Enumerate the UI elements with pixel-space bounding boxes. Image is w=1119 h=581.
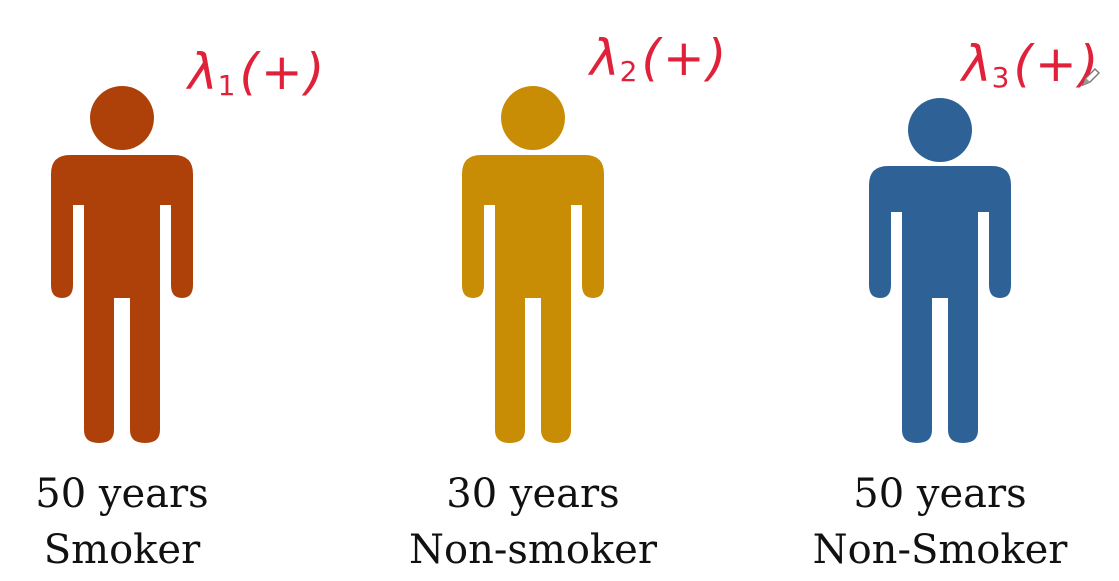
lambda-index: 2	[619, 55, 640, 88]
status-label: Non-Smoker	[812, 527, 1068, 573]
lambda-argument: (+)	[239, 43, 327, 101]
pen-icon	[1081, 68, 1100, 87]
person-nonsmoker-30: 30 years Non-smoker	[363, 0, 703, 581]
status-label: Non-smoker	[409, 527, 657, 573]
person-figure-icon	[51, 86, 193, 443]
person-figure-icon	[462, 86, 604, 443]
lambda-symbol: λ	[188, 43, 220, 101]
lambda-index: 3	[991, 61, 1012, 94]
age-label: 50 years	[853, 471, 1027, 517]
age-label: 50 years	[35, 471, 209, 517]
person-smoker-50: 50 years Smoker	[0, 0, 292, 581]
person-nonsmoker-50: 50 years Non-Smoker	[770, 0, 1110, 581]
hazard-rate-annotation-1: λ1(+)	[188, 42, 326, 116]
person-figure-icon	[869, 98, 1011, 443]
age-label: 30 years	[446, 471, 620, 517]
lambda-symbol: λ	[962, 35, 994, 93]
lambda-index: 1	[217, 69, 238, 102]
person-caption: 50 years Non-Smoker	[770, 466, 1110, 578]
lambda-argument: (+)	[641, 29, 729, 87]
person-caption: 30 years Non-smoker	[363, 466, 703, 578]
hazard-rate-annotation-3: λ3(+)	[962, 34, 1100, 108]
status-label: Smoker	[43, 527, 201, 573]
person-caption: 50 years Smoker	[0, 466, 292, 578]
lambda-symbol: λ	[590, 29, 622, 87]
hazard-rate-annotation-2: λ2(+)	[590, 28, 728, 102]
